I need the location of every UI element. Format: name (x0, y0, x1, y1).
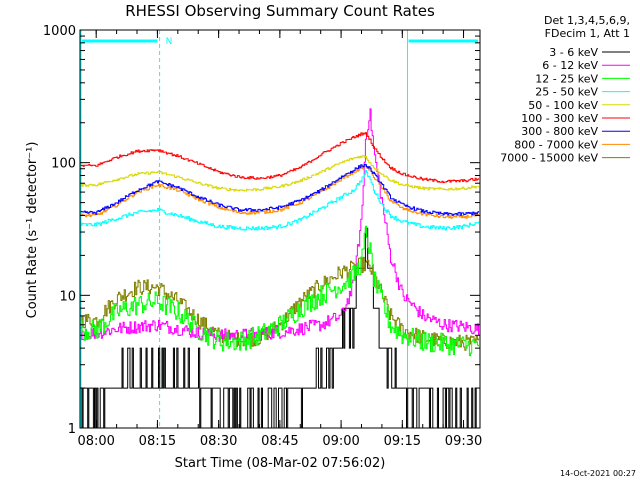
series-line-5 (80, 155, 479, 192)
legend-label-2: 6 - 12 keV (542, 59, 598, 72)
y-tick-label-2: 10 (59, 289, 76, 304)
x-tick-label-3: 08:30 (200, 434, 237, 449)
x-tick-label-7: 09:30 (445, 434, 482, 449)
plot-axes: 08:00 08:15 08:30 08:45 09:00 09:15 09:30 1 10 10… (43, 24, 482, 449)
timestamp: 14-Oct-2021 00:27 (560, 469, 636, 478)
legend-label-6: 100 - 300 keV (521, 112, 598, 125)
y-tick-label-3: 100 (51, 157, 76, 172)
flag-label: N (166, 37, 173, 47)
y-axis-label: Count Rate (s⁻¹ detector⁻¹) (25, 142, 40, 319)
x-axis-label: Start Time (08-Mar-02 07:56:02) (175, 456, 386, 471)
series-line-9 (80, 256, 479, 351)
x-tick-label-2: 08:15 (139, 434, 176, 449)
legend-label-7: 300 - 800 keV (521, 125, 598, 138)
legend-header-line-2: FDecim 1, Att 1 (545, 27, 630, 40)
legend-header-line-1: Det 1,3,4,5,6,9, (544, 14, 630, 27)
legend-label-4: 25 - 50 keV (535, 86, 598, 99)
legend-label-8: 800 - 7000 keV (514, 138, 598, 151)
y-tick-label-4: 1000 (43, 24, 76, 39)
series-layer (80, 108, 479, 429)
series-line-4 (80, 170, 479, 231)
series-line-8 (80, 165, 479, 219)
night-markers: N (80, 30, 481, 428)
x-tick-label-5: 09:00 (322, 434, 359, 449)
x-tick-label-4: 08:45 (261, 434, 298, 449)
legend-label-9: 7000 - 15000 keV (500, 152, 598, 165)
legend-label-1: 3 - 6 keV (549, 46, 598, 59)
x-tick-label-6: 09:15 (384, 434, 421, 449)
x-tick-label-1: 08:00 (77, 434, 114, 449)
series-line-3 (80, 225, 479, 357)
series-line-7 (80, 163, 479, 216)
legend-label-5: 50 - 100 keV (528, 99, 598, 112)
chart-title: RHESSI Observing Summary Count Rates (125, 2, 435, 20)
y-tick-label-1: 1 (68, 422, 76, 437)
series-line-6 (80, 132, 479, 184)
legend-label-3: 12 - 25 keV (535, 72, 598, 85)
series-line-2 (80, 108, 479, 342)
legend-header: Det 1,3,4,5,6,9,FDecim 1, Att 1 (544, 14, 630, 40)
